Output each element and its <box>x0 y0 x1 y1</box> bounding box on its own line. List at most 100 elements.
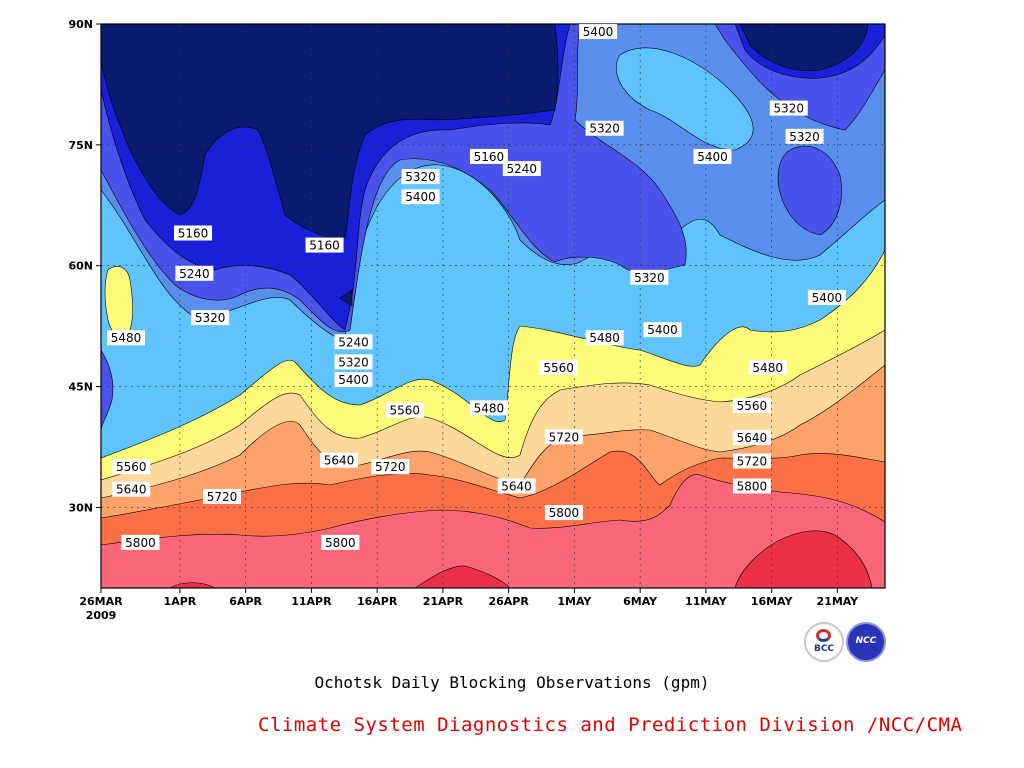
contour-label: 5560 <box>112 459 151 475</box>
contour-label-text: 5480 <box>111 331 142 345</box>
contour-label: 5560 <box>539 360 578 376</box>
contour-label-text: 5240 <box>338 335 369 349</box>
contour-label: 5320 <box>191 310 230 326</box>
contour-label-text: 5800 <box>125 536 156 550</box>
contour-band <box>101 349 114 431</box>
contour-label: 5320 <box>585 120 624 136</box>
contour-label-bg <box>334 334 373 350</box>
x-tick-label: 16MAY <box>751 595 794 608</box>
contour-label-bg <box>732 397 771 413</box>
contour-label-bg <box>174 225 213 241</box>
contour-label: 5720 <box>544 429 583 445</box>
contour-band <box>414 565 511 588</box>
contour-label-text: 5400 <box>812 291 843 305</box>
contour-label: 5320 <box>401 169 440 185</box>
contour-label: 5560 <box>385 402 424 418</box>
contour-label: 5640 <box>497 478 536 494</box>
gridlines <box>101 24 885 588</box>
contour-label: 5240 <box>334 334 373 350</box>
contour-label-text: 5480 <box>474 401 505 415</box>
contour-label-bg <box>320 452 359 468</box>
contour-label-bg <box>769 100 808 116</box>
x-tick-label: 21MAY <box>817 595 860 608</box>
contour-label-bg <box>693 148 732 164</box>
contour-band <box>734 530 873 588</box>
ncc-logo: NCC <box>846 622 886 662</box>
contour-label: 5640 <box>112 481 151 497</box>
contour-label: 5320 <box>630 269 669 285</box>
contour-label-text: 5400 <box>405 190 436 204</box>
credit-line: Climate System Diagnostics and Predictio… <box>258 714 963 736</box>
contour-label-bg <box>112 481 151 497</box>
contour-label-bg <box>321 534 360 550</box>
contour-label-bg <box>643 322 682 338</box>
contour-label-text: 5400 <box>338 373 369 387</box>
y-tick-label: 75N <box>68 139 93 152</box>
ncc-logo-text: NCC <box>855 636 877 646</box>
contour-label-bg <box>732 478 771 494</box>
contour-labels: 5400516052405320540053205400532053205160… <box>106 24 846 550</box>
contour-label-bg <box>371 459 410 475</box>
contour-band <box>777 145 842 236</box>
contour-label-text: 5320 <box>589 122 620 136</box>
contour-label: 5400 <box>807 289 846 305</box>
contour-label: 5400 <box>693 148 732 164</box>
contour-label-text: 5160 <box>309 239 340 253</box>
bcc-logo-text: BCC <box>813 644 835 654</box>
x-start-year: 2009 <box>86 609 117 622</box>
contour-label-text: 5720 <box>737 455 768 469</box>
contour-label-text: 5480 <box>752 361 783 375</box>
contour-label-bg <box>112 459 151 475</box>
contour-label: 5400 <box>643 322 682 338</box>
contour-label-text: 5320 <box>405 170 436 184</box>
contour-label-bg <box>106 330 145 346</box>
plot-frame <box>100 23 886 589</box>
contour-label: 5320 <box>334 354 373 370</box>
contour-label: 5160 <box>305 237 344 253</box>
contour-label-text: 5320 <box>789 130 820 144</box>
contour-band <box>339 289 353 307</box>
contour-label-text: 5640 <box>116 483 147 497</box>
contour-label: 5560 <box>732 397 771 413</box>
contour-label-bg <box>497 478 536 494</box>
contour-band <box>615 47 754 151</box>
contour-label-text: 5560 <box>389 404 420 418</box>
contour-label: 5480 <box>748 360 787 376</box>
contour-label: 5720 <box>202 488 241 504</box>
contour-label: 5160 <box>174 225 213 241</box>
contour-label-text: 5320 <box>773 102 804 116</box>
contour-label: 5800 <box>121 534 160 550</box>
contour-label-bg <box>544 429 583 445</box>
contour-label-bg <box>401 189 440 205</box>
x-tick-label: 1APR <box>164 595 197 608</box>
contour-label: 5320 <box>785 128 824 144</box>
contour-label-text: 5800 <box>549 506 580 520</box>
contour-label: 5160 <box>469 148 508 164</box>
contour-label: 5640 <box>732 430 771 446</box>
contour-label: 5800 <box>544 505 583 521</box>
contour-label: 5320 <box>769 100 808 116</box>
y-tick-label: 90N <box>68 18 93 31</box>
contour-label: 5800 <box>321 534 360 550</box>
contour-label: 5480 <box>469 400 508 416</box>
x-tick-label: 26APR <box>488 595 529 608</box>
contour-label-text: 5560 <box>543 361 574 375</box>
contour-label: 5720 <box>732 453 771 469</box>
contour-label-text: 5320 <box>634 271 665 285</box>
y-tick-label: 45N <box>68 381 93 394</box>
bcc-logo: BCC <box>804 622 844 662</box>
contour-label-bg <box>585 330 624 346</box>
contour-label-bg <box>191 310 230 326</box>
contour-label-text: 5720 <box>375 460 406 474</box>
x-tick-label: 21APR <box>423 595 464 608</box>
contour-label: 5800 <box>732 478 771 494</box>
contour-label-text: 5640 <box>324 454 355 468</box>
y-tick-label: 60N <box>68 260 93 273</box>
contour-label: 5400 <box>334 372 373 388</box>
contour-label-bg <box>748 360 787 376</box>
contour-label-text: 5240 <box>507 162 538 176</box>
x-tick-label: 11APR <box>291 595 332 608</box>
contour-label-bg <box>202 488 241 504</box>
contour-label: 5720 <box>371 459 410 475</box>
